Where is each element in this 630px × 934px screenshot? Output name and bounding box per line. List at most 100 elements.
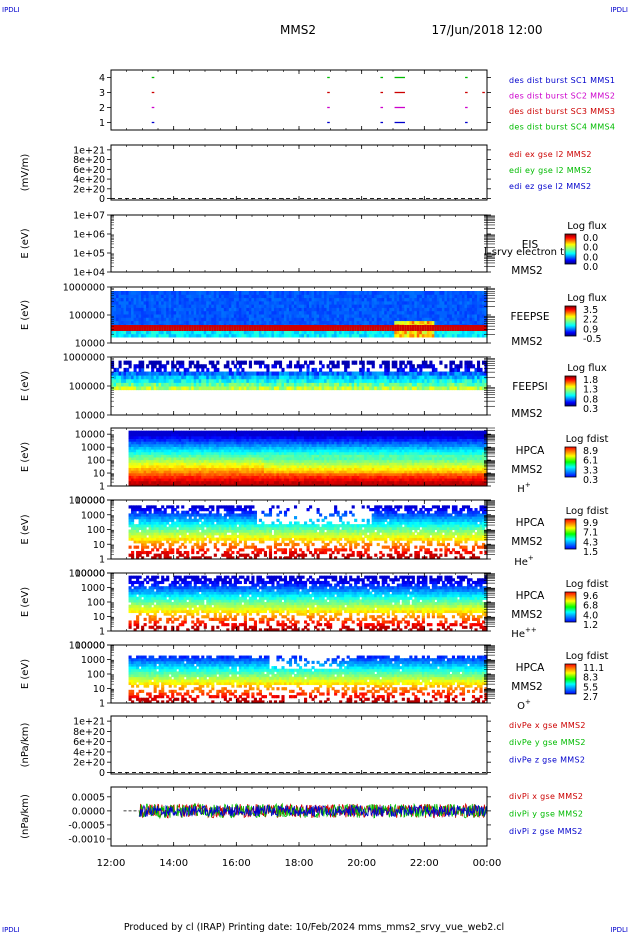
- heatmap-cell: [434, 307, 438, 312]
- heatmap-cell: [213, 375, 217, 380]
- heatmap-cell: [409, 294, 413, 299]
- heatmap-cell: [116, 297, 120, 302]
- heatmap-cell: [384, 367, 388, 372]
- heatmap-cell: [151, 333, 155, 338]
- heatmap-cell: [396, 317, 400, 322]
- heatmap-cell: [366, 291, 370, 295]
- heatmap-cell: [394, 371, 398, 376]
- heatmap-cell: [454, 307, 458, 312]
- heatmap-cell: [201, 297, 205, 302]
- y-tick-label: 1e+04: [73, 268, 105, 279]
- heatmap-cell: [304, 294, 308, 299]
- heatmap-cell: [386, 320, 390, 325]
- heatmap-cell: [276, 300, 280, 305]
- heatmap-cell: [281, 300, 285, 305]
- heatmap-cell: [156, 378, 160, 383]
- heatmap-cell: [441, 307, 445, 312]
- heatmap-cell: [158, 325, 162, 331]
- heatmap-cell: [283, 382, 288, 387]
- heatmap-cell: [451, 367, 456, 372]
- heatmap-cell: [404, 330, 408, 335]
- heatmap-cell: [379, 294, 383, 299]
- heatmap-cell: [151, 310, 155, 315]
- heatmap-cell: [356, 375, 360, 380]
- heatmap-cell: [166, 314, 170, 318]
- heatmap-cell: [278, 291, 283, 295]
- heatmap-cell: [451, 297, 456, 302]
- heatmap-cell: [454, 333, 458, 338]
- heatmap-cell: [296, 325, 300, 331]
- heatmap-cell: [128, 443, 132, 447]
- heatmap-cell: [324, 320, 328, 325]
- heatmap-cell: [361, 382, 365, 387]
- heatmap-cell: [293, 325, 298, 331]
- heatmap-cell: [384, 300, 388, 305]
- heatmap-cell: [374, 333, 378, 338]
- heatmap-cell: [291, 382, 295, 387]
- heatmap-cell: [389, 333, 393, 338]
- heatmap-cell: [196, 375, 200, 380]
- heatmap-cell: [268, 375, 273, 380]
- heatmap-cell: [374, 386, 378, 391]
- heatmap-cell: [248, 291, 252, 295]
- heatmap-cell: [346, 375, 350, 380]
- heatmap-cell: [288, 386, 293, 391]
- heatmap-cell: [306, 294, 310, 299]
- heatmap-cell: [253, 310, 257, 315]
- heatmap-cell: [436, 320, 440, 325]
- heatmap-cell: [379, 310, 383, 315]
- heatmap-cell: [409, 371, 413, 376]
- heatmap-cell: [128, 459, 132, 463]
- spacecraft-label: MMS2: [511, 265, 542, 277]
- heatmap-cell: [156, 330, 160, 335]
- heatmap-cell: [446, 382, 450, 387]
- heatmap-cell: [243, 333, 247, 338]
- heatmap-cell: [324, 304, 328, 308]
- heatmap-cell: [113, 304, 117, 308]
- heatmap-cell: [299, 330, 303, 335]
- heatmap-cell: [141, 478, 145, 482]
- heatmap-cell: [476, 317, 481, 322]
- heatmap-cell: [419, 330, 423, 335]
- heatmap-cell: [306, 291, 310, 295]
- heatmap-cell: [331, 364, 335, 369]
- heatmap-cell: [153, 294, 157, 299]
- heatmap-cell: [419, 307, 423, 312]
- heatmap-cell: [454, 300, 458, 305]
- heatmap-cell: [446, 320, 450, 325]
- heatmap-cell: [146, 320, 150, 325]
- heatmap-cell: [351, 300, 355, 305]
- heatmap-cell: [421, 314, 425, 318]
- heatmap-cell: [213, 325, 217, 331]
- heatmap-cell: [166, 317, 170, 322]
- heatmap-cell: [251, 375, 255, 380]
- heatmap-cell: [314, 320, 318, 325]
- heatmap-cell: [136, 333, 140, 338]
- heatmap-cell: [178, 360, 182, 365]
- heatmap-cell: [253, 330, 257, 335]
- heatmap-cell: [181, 330, 185, 335]
- heatmap-cell: [178, 304, 182, 308]
- heatmap-cell: [193, 371, 197, 376]
- heatmap-cell: [166, 297, 170, 302]
- heatmap-cell: [118, 294, 122, 299]
- heatmap-cell: [311, 317, 315, 322]
- heatmap-cell: [321, 330, 325, 335]
- heatmap-cell: [233, 371, 237, 376]
- heatmap-cell: [369, 304, 373, 308]
- heatmap-cell: [188, 371, 192, 376]
- heatmap-cell: [396, 325, 400, 331]
- heatmap-cell: [176, 333, 180, 338]
- heatmap-cell: [396, 386, 400, 391]
- heatmap-cell: [481, 291, 486, 295]
- heatmap-cell: [128, 451, 132, 455]
- heatmap-cell: [399, 300, 403, 305]
- heatmap-cell: [354, 291, 358, 295]
- heatmap-cell: [369, 310, 373, 315]
- heatmap-cell: [406, 304, 410, 308]
- heatmap-cell: [246, 297, 250, 302]
- heatmap-cell: [354, 307, 358, 312]
- heatmap-cell: [241, 314, 245, 318]
- heatmap-cell: [446, 300, 450, 305]
- heatmap-cell: [186, 314, 190, 318]
